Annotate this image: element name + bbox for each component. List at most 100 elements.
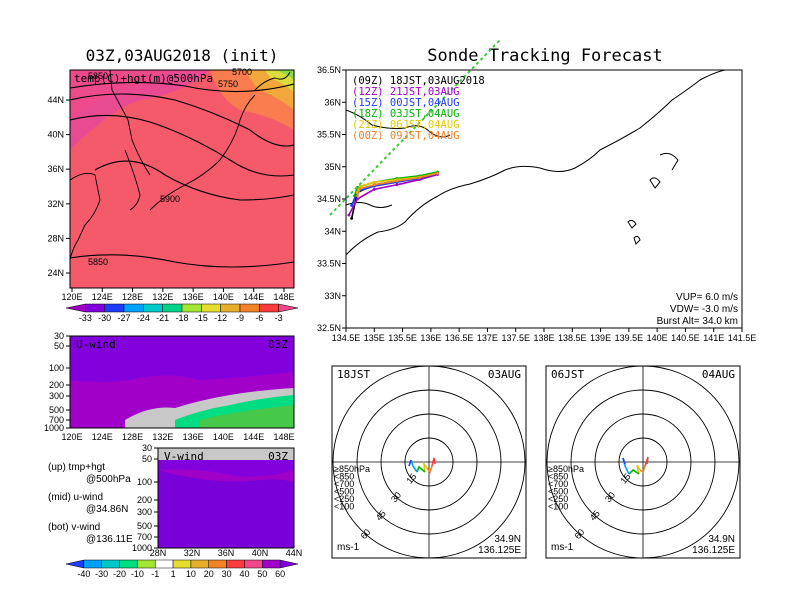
hodograph-ring-label: 15: [404, 472, 418, 486]
colorbar-swatch: [239, 303, 260, 313]
hodograph-ring-label: 15: [618, 472, 632, 486]
colorbar-swatch: [119, 559, 138, 569]
colorbar-label: 60: [275, 569, 285, 579]
colorbar-swatch: [172, 559, 192, 569]
hodograph-ring-label: 30: [389, 490, 403, 504]
hodograph-trace: [408, 459, 412, 467]
hodograph-time: 18JST: [337, 368, 370, 381]
vwind-x-tick-label: 36N: [218, 548, 235, 558]
colorbar-swatch: [85, 303, 105, 313]
colorbar-swatch: [201, 303, 221, 313]
colorbar-swatch: [162, 303, 183, 313]
balloon-drift-line: [329, 39, 501, 216]
coastline: [346, 202, 393, 208]
uwind-x-tick-label: 132E: [152, 432, 173, 442]
uwind-frame: [69, 335, 295, 429]
launch-legend-entry: (18Z) 03JST,04AUG: [352, 108, 459, 120]
temperature-map-panel: temp(C)+hgt(m)@500hPa 5850 5900 5850 570…: [47, 67, 294, 302]
uwind-x-tick-label: 144E: [243, 432, 264, 442]
launch-legend-entry: (09Z) 18JST,03AUG2018: [352, 75, 485, 87]
colorbar-swatch: [137, 559, 156, 569]
lon-tick-label: 137.5E: [501, 333, 530, 343]
lon-tick-label: 137E: [477, 333, 498, 343]
colorbar-swatch: [259, 303, 279, 313]
lon-tick-label: 141E: [703, 333, 724, 343]
colorbar-label: -20: [113, 569, 126, 579]
hodograph-trace: [416, 465, 426, 473]
hodograph-date: 03AUG: [488, 368, 521, 381]
lat-tick-label: 34N: [324, 226, 341, 236]
track-point: [436, 171, 440, 175]
contour-line: [70, 254, 294, 268]
note-bot-level: @136.11E: [86, 534, 133, 545]
coastline: [109, 70, 151, 176]
hodograph-time: 06JST: [551, 368, 584, 381]
hodograph-level-label: <250: [334, 494, 354, 504]
island: [627, 219, 637, 229]
map-frame: [69, 69, 295, 289]
contour-label: 5850: [88, 257, 108, 267]
lat-tick-label: 35N: [324, 162, 341, 172]
lat-tick-label: 32N: [47, 199, 64, 209]
launch-legend-entry: (00Z) 09JST,04AUG: [352, 130, 459, 142]
colorbar-label: -1: [151, 569, 159, 579]
colorbar-label: -30: [98, 313, 111, 323]
hodograph-ring-label: 30: [603, 490, 617, 504]
hodograph-level-label: <100: [548, 502, 568, 512]
colorbar-label: -33: [79, 313, 92, 323]
lon-tick-label: 136E: [183, 292, 204, 302]
hodograph-ring-label: 60: [358, 527, 372, 541]
hodograph-trace: [410, 459, 418, 473]
uwind-x-tick-label: 148E: [273, 432, 294, 442]
vwind-x-tick-label: 40N: [252, 548, 269, 558]
hodograph-level-label: <700: [548, 479, 568, 489]
colorbar-swatch: [181, 303, 202, 313]
lat-tick-label: 24N: [47, 268, 64, 278]
track-point: [353, 194, 356, 198]
colorbar-swatch: [65, 559, 85, 569]
uwind-x-tick-label: 124E: [92, 432, 113, 442]
pressure-tick-label: 30: [142, 443, 152, 453]
lat-tick-label: 33.5N: [317, 259, 341, 269]
track-map-panel: (09Z) 18JST,03AUG2018(12Z) 21JST,03AUG(1…: [317, 39, 756, 343]
right-title: Sonde Tracking Forecast: [427, 46, 662, 66]
vwind-x-ticks: 28N 32N 36N 40N 44N: [150, 548, 303, 558]
lon-tick-label: 140E: [647, 333, 668, 343]
hodograph-level-label: <500: [548, 487, 568, 497]
lon-tick-label: 124E: [92, 292, 113, 302]
colorbar-swatch: [123, 303, 144, 313]
note-bot: (bot) v-wind: [48, 522, 100, 533]
contour-line: [70, 81, 294, 93]
track-point: [358, 187, 362, 191]
coastline: [254, 71, 291, 91]
launch-legend-entry: (21Z) 06JST,04AUG: [352, 119, 459, 131]
lon-tick-label: 139E: [590, 333, 611, 343]
colorbar-label: 10: [186, 569, 196, 579]
lat-tick-label: 28N: [47, 233, 64, 243]
wind-colorbar: -40 -30 -20 -10 -1 1 10 20 30 40 50 60: [65, 559, 299, 579]
map-lon-ticks: 120E 124E 128E 132E 136E 140E 144E 148E: [61, 288, 295, 302]
lat-tick-label: 36N: [47, 164, 64, 174]
hodograph-ring-label: 60: [572, 527, 586, 541]
hodograph-unit: ms-1: [551, 542, 574, 553]
hodograph-level-label: <500: [334, 487, 354, 497]
param-vdw: VDW= -3.0 m/s: [670, 304, 738, 315]
colorbar-label: -15: [195, 313, 208, 323]
uwind-x-tick-label: 136E: [183, 432, 204, 442]
pressure-tick-label: 1000: [44, 423, 64, 433]
launch-legend-entry: (15Z) 00JST,04AUG: [352, 97, 459, 109]
track-point: [347, 213, 351, 217]
lon-tick-label: 144E: [243, 292, 264, 302]
hodograph-trace: [422, 461, 428, 473]
colorbar-swatch: [262, 559, 281, 569]
colorbar-swatch: [279, 559, 299, 569]
param-vup: VUP= 6.0 m/s: [676, 292, 738, 303]
track-lon-ticks: 134.5E 135E 135.5E 136E 136.5E 137E 137.5E 138E…: [332, 328, 756, 343]
hodograph-level-label: <250: [548, 494, 568, 504]
hodograph-trace: [622, 457, 626, 465]
uwind-x-tick-label: 140E: [213, 432, 234, 442]
hodograph-level-label: ≥850hPa: [548, 464, 584, 474]
pressure-tick-label: 1000: [132, 543, 152, 553]
